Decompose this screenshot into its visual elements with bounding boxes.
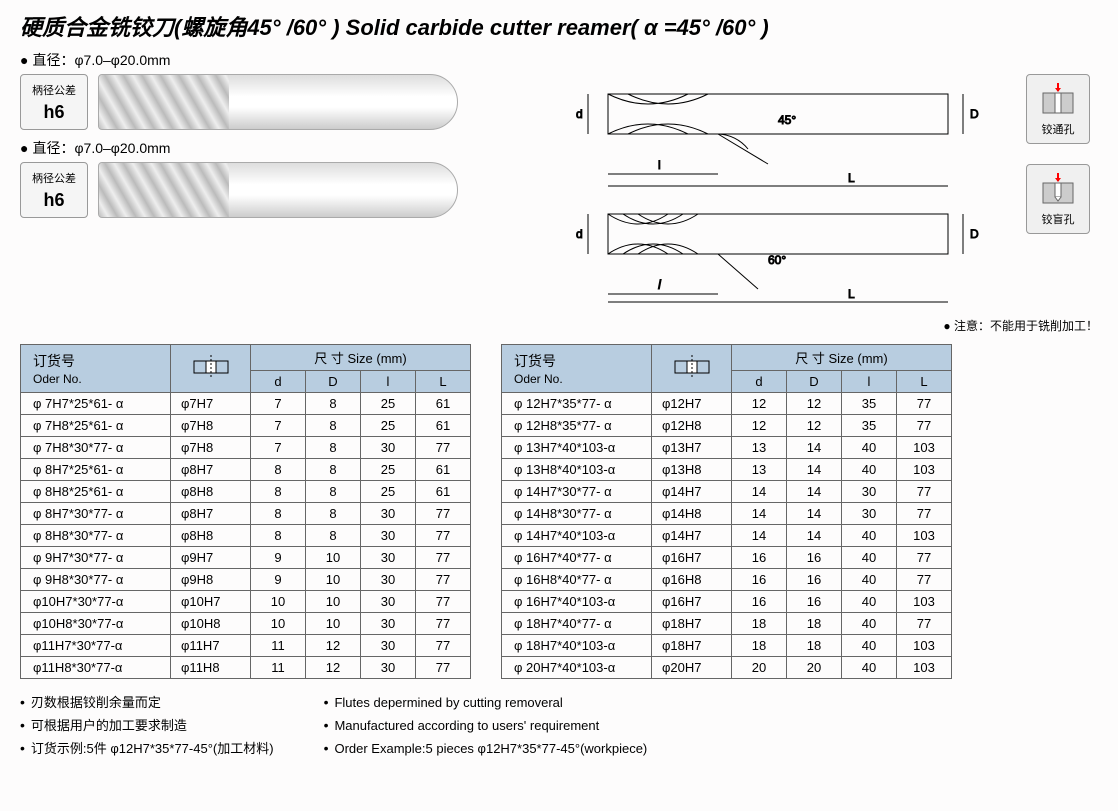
svg-text:d: d <box>576 227 583 241</box>
table-row: φ 12H8*35*77- αφ12H812123577 <box>502 415 952 437</box>
table-row: φ 18H7*40*77- αφ18H718184077 <box>502 613 952 635</box>
tolerance-label: 柄径公差 <box>32 82 76 98</box>
blind-hole-icon: 铰盲孔 <box>1026 164 1090 234</box>
table-row: φ 7H8*30*77- αφ7H8783077 <box>21 437 471 459</box>
table-row: φ11H8*30*77-αφ11H811123077 <box>21 657 471 679</box>
th-icon <box>171 345 251 393</box>
tool-photo-45 <box>98 74 458 130</box>
table-row: φ 14H7*30*77- αφ14H714143077 <box>502 481 952 503</box>
th-order: 订货号 <box>514 353 556 369</box>
table-row: φ 16H7*40*77- αφ16H716164077 <box>502 547 952 569</box>
th-d: d <box>251 371 306 393</box>
tolerance-label: 柄径公差 <box>32 170 76 186</box>
table-row: φ10H8*30*77-αφ10H810103077 <box>21 613 471 635</box>
spec-table-2: 订货号 Oder No. 尺 寸 Size (mm) d D l L φ 12H7… <box>501 344 952 679</box>
svg-text:l: l <box>658 158 661 172</box>
th-order-en: Oder No. <box>33 372 82 386</box>
th-D: D <box>787 371 842 393</box>
th-l: l <box>842 371 897 393</box>
th-order: 订货号 <box>33 353 75 369</box>
th-L: L <box>897 371 952 393</box>
footer-notes-en: Flutes depermined by cutting removeralMa… <box>324 691 648 759</box>
table-row: φ 8H7*30*77- αφ8H7883077 <box>21 503 471 525</box>
th-size: 尺 寸 Size (mm) <box>732 345 952 371</box>
page-title: 硬质合金铣铰刀(螺旋角45° /60° ) Solid carbide cutt… <box>20 10 1098 42</box>
tolerance-value: h6 <box>43 190 64 211</box>
th-d: d <box>732 371 787 393</box>
spec-table-1: 订货号 Oder No. 尺 寸 Size (mm) d D l L φ 7H7*… <box>20 344 471 679</box>
table-row: φ 7H7*25*61- αφ7H7782561 <box>21 393 471 415</box>
through-hole-label: 铰通孔 <box>1042 121 1075 137</box>
table-row: φ 13H7*40*103-αφ13H7131440103 <box>502 437 952 459</box>
tolerance-value: h6 <box>43 102 64 123</box>
table-row: φ 13H8*40*103-αφ13H8131440103 <box>502 459 952 481</box>
table-row: φ 14H8*30*77- αφ14H814143077 <box>502 503 952 525</box>
table-row: φ 8H8*30*77- αφ8H8883077 <box>21 525 471 547</box>
blind-hole-label: 铰盲孔 <box>1042 211 1075 227</box>
table-row: φ 20H7*40*103-αφ20H7202040103 <box>502 657 952 679</box>
svg-text:D: D <box>970 227 979 241</box>
svg-text:L: L <box>848 171 855 185</box>
tolerance-box-2: 柄径公差 h6 <box>20 162 88 218</box>
tolerance-box-1: 柄径公差 h6 <box>20 74 88 130</box>
table-row: φ11H7*30*77-αφ11H711123077 <box>21 635 471 657</box>
svg-text:D: D <box>970 107 979 121</box>
table-row: φ 12H7*35*77- αφ12H712123577 <box>502 393 952 415</box>
diameter-2: 直径：φ7.0–φ20.0mm <box>20 138 558 158</box>
th-D: D <box>306 371 361 393</box>
table-row: φ 16H8*40*77- αφ16H816164077 <box>502 569 952 591</box>
table-row: φ 8H7*25*61- αφ8H7882561 <box>21 459 471 481</box>
th-l: l <box>361 371 416 393</box>
table-row: φ10H7*30*77-αφ10H710103077 <box>21 591 471 613</box>
table-row: φ 9H8*30*77- αφ9H89103077 <box>21 569 471 591</box>
th-icon <box>652 345 732 393</box>
table-row: φ 7H8*25*61- αφ7H8782561 <box>21 415 471 437</box>
svg-text:L: L <box>848 287 855 301</box>
table-row: φ 18H7*40*103-αφ18H7181840103 <box>502 635 952 657</box>
table-row: φ 14H7*40*103-αφ14H7141440103 <box>502 525 952 547</box>
th-L: L <box>416 371 471 393</box>
th-order-en: Oder No. <box>514 372 563 386</box>
svg-text:60°: 60° <box>768 253 786 267</box>
table-row: φ 16H7*40*103-αφ16H7161640103 <box>502 591 952 613</box>
through-hole-icon: 铰通孔 <box>1026 74 1090 144</box>
technical-diagram: 45° d D l L 60° d D l L <box>568 74 1008 309</box>
warning-note: ● 注意：不能用于铣削加工！ <box>20 317 1098 334</box>
product-images: 柄径公差 h6 直径：φ7.0–φ20.0mm 柄径公差 h6 <box>20 74 558 309</box>
svg-text:d: d <box>576 107 583 121</box>
table-row: φ 9H7*30*77- αφ9H79103077 <box>21 547 471 569</box>
tool-photo-60 <box>98 162 458 218</box>
diameter-1: 直径：φ7.0–φ20.0mm <box>20 50 1098 70</box>
footer-notes-cn: 刃数根据铰削余量而定可根据用户的加工要求制造订货示例:5件 φ12H7*35*7… <box>20 691 274 759</box>
svg-text:45°: 45° <box>778 113 796 127</box>
svg-text:l: l <box>658 277 662 292</box>
th-size: 尺 寸 Size (mm) <box>251 345 471 371</box>
table-row: φ 8H8*25*61- αφ8H8882561 <box>21 481 471 503</box>
